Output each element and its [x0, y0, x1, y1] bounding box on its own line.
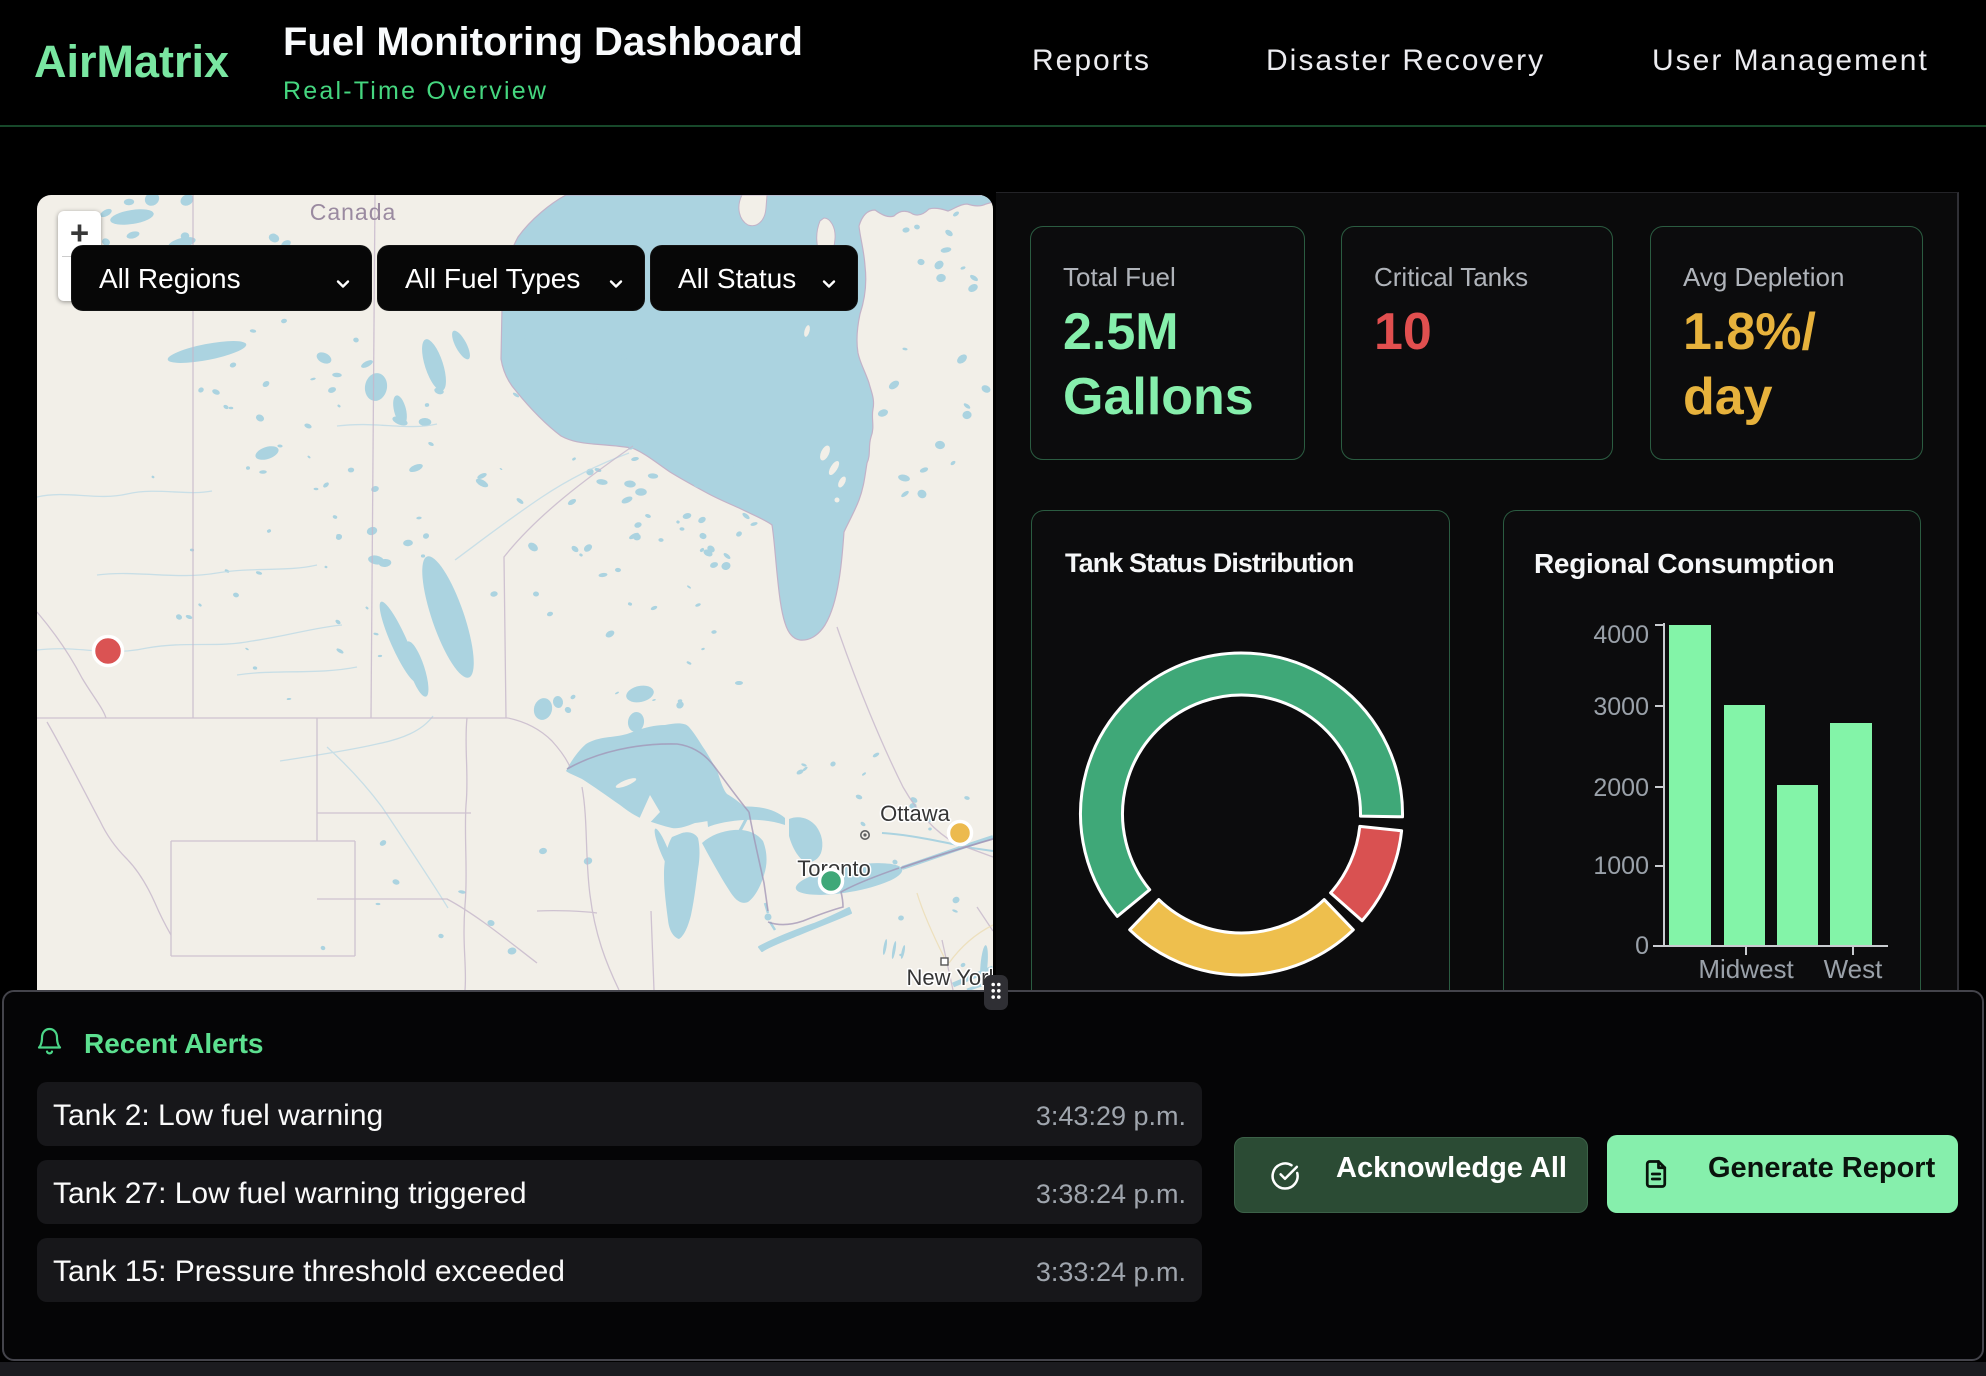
svg-text:4000: 4000	[1593, 621, 1649, 649]
svg-text:Ottawa: Ottawa	[880, 801, 950, 826]
svg-text:1000: 1000	[1593, 852, 1649, 880]
svg-text:Canada: Canada	[310, 199, 397, 225]
svg-text:West: West	[1824, 954, 1884, 984]
svg-text:Midwest: Midwest	[1698, 954, 1794, 984]
svg-text:3000: 3000	[1593, 693, 1649, 721]
svg-text:2000: 2000	[1593, 774, 1649, 802]
svg-text:0: 0	[1635, 932, 1649, 960]
svg-text:New York: New York	[907, 965, 993, 990]
